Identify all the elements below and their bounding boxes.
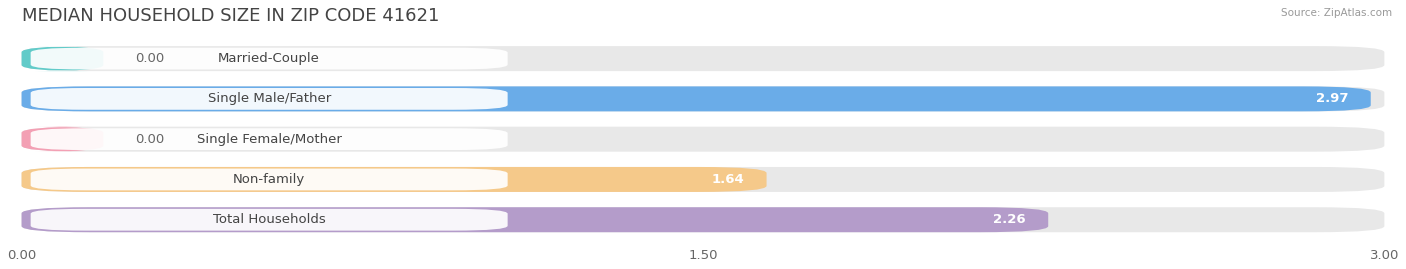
FancyBboxPatch shape bbox=[31, 209, 508, 231]
Text: 2.26: 2.26 bbox=[993, 213, 1025, 226]
FancyBboxPatch shape bbox=[21, 167, 766, 192]
Text: Non-family: Non-family bbox=[233, 173, 305, 186]
FancyBboxPatch shape bbox=[21, 127, 103, 152]
Text: Single Male/Father: Single Male/Father bbox=[208, 92, 330, 105]
Text: Total Households: Total Households bbox=[212, 213, 326, 226]
Text: MEDIAN HOUSEHOLD SIZE IN ZIP CODE 41621: MEDIAN HOUSEHOLD SIZE IN ZIP CODE 41621 bbox=[21, 7, 439, 25]
Text: 0.00: 0.00 bbox=[135, 133, 165, 146]
Text: Married-Couple: Married-Couple bbox=[218, 52, 321, 65]
FancyBboxPatch shape bbox=[21, 86, 1385, 111]
FancyBboxPatch shape bbox=[21, 86, 1371, 111]
FancyBboxPatch shape bbox=[21, 207, 1385, 232]
FancyBboxPatch shape bbox=[21, 46, 1385, 71]
FancyBboxPatch shape bbox=[21, 207, 1049, 232]
FancyBboxPatch shape bbox=[21, 46, 103, 71]
FancyBboxPatch shape bbox=[21, 167, 1385, 192]
Text: Single Female/Mother: Single Female/Mother bbox=[197, 133, 342, 146]
Text: 0.00: 0.00 bbox=[135, 52, 165, 65]
Text: 2.97: 2.97 bbox=[1316, 92, 1348, 105]
FancyBboxPatch shape bbox=[31, 88, 508, 110]
FancyBboxPatch shape bbox=[31, 128, 508, 150]
FancyBboxPatch shape bbox=[21, 127, 1385, 152]
Text: 1.64: 1.64 bbox=[711, 173, 744, 186]
FancyBboxPatch shape bbox=[31, 169, 508, 190]
Text: Source: ZipAtlas.com: Source: ZipAtlas.com bbox=[1281, 8, 1392, 18]
FancyBboxPatch shape bbox=[31, 48, 508, 69]
